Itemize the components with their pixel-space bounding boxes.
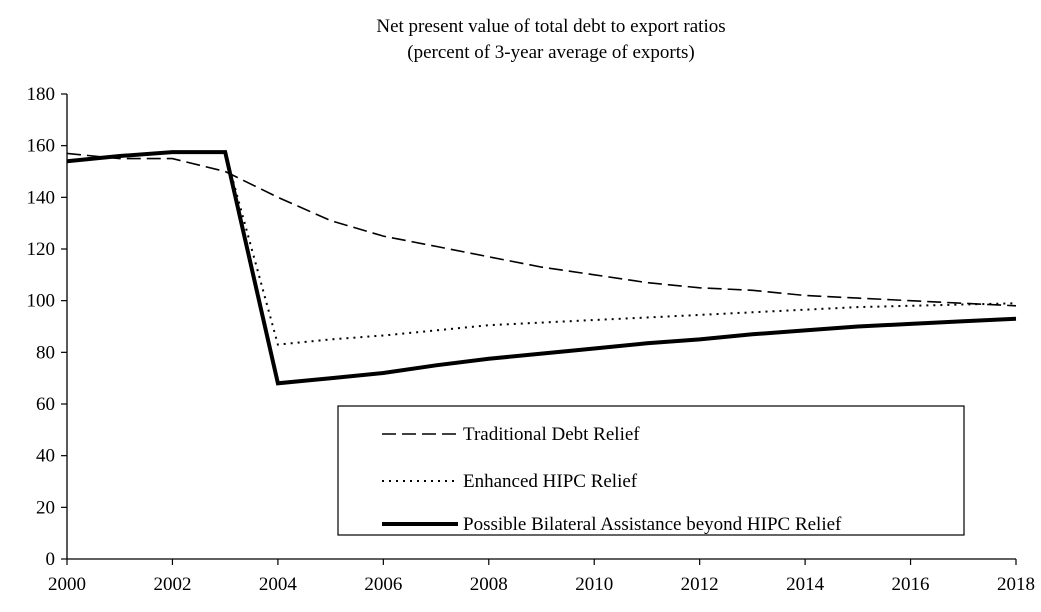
series-layer: [66, 150, 1017, 386]
axes: 0 20 40 60 80 100 120 140 160 180 2000 2002 2004 2006…: [27, 84, 1036, 595]
x-tick-label: 2008: [470, 574, 508, 595]
chart-title: Net present value of total debt to expor…: [376, 16, 725, 37]
y-tick-label: 140: [27, 187, 56, 208]
y-tick-label: 160: [27, 136, 56, 157]
x-tick-label: 2016: [892, 574, 930, 595]
x-tick-label: 2000: [48, 574, 86, 595]
legend-label: Possible Bilateral Assistance beyond HIP…: [463, 514, 842, 535]
legend: Traditional Debt Relief Enhanced HIPC Rel…: [337, 405, 965, 536]
y-tick-label: 100: [27, 291, 56, 312]
y-tick-label: 180: [27, 84, 56, 105]
x-tick-label: 2018: [997, 574, 1035, 595]
y-tick-label: 0: [46, 549, 56, 570]
series-line: [66, 152, 1017, 307]
legend-label: Traditional Debt Relief: [463, 424, 640, 445]
series-line: [66, 150, 1017, 386]
series-line: [66, 151, 1017, 346]
x-tick-label: 2010: [575, 574, 613, 595]
y-tick-label: 20: [36, 497, 55, 518]
x-tick-label: 2002: [153, 574, 191, 595]
y-tick-label: 40: [36, 446, 55, 467]
chart-subtitle: (percent of 3-year average of exports): [407, 42, 694, 63]
y-tick-label: 120: [27, 239, 56, 260]
legend-box: [337, 405, 965, 536]
x-tick-label: 2012: [681, 574, 719, 595]
y-tick-label: 80: [36, 342, 55, 363]
x-tick-label: 2006: [364, 574, 402, 595]
x-tick-label: 2004: [259, 574, 298, 595]
legend-label: Enhanced HIPC Relief: [463, 471, 638, 492]
y-tick-label: 60: [36, 394, 55, 415]
x-tick-label: 2014: [786, 574, 825, 595]
